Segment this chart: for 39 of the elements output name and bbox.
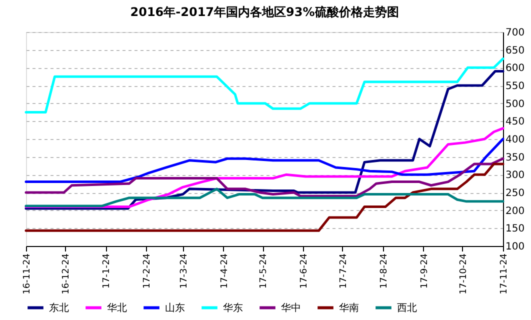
x-tick-label: 17-8-24 bbox=[379, 253, 390, 289]
y-tick-label: 650 bbox=[506, 45, 525, 56]
line-series bbox=[24, 188, 504, 208]
line-series bbox=[24, 162, 504, 232]
x-tick-label: 16-11-24 bbox=[22, 253, 32, 294]
x-tick-label: 17-3-24 bbox=[179, 253, 190, 289]
y-tick-label: 200 bbox=[506, 206, 525, 217]
x-tick-label: 17-10-24 bbox=[458, 253, 469, 294]
y-tick-label: 400 bbox=[506, 134, 525, 146]
x-tick-label: 17-4-24 bbox=[220, 253, 230, 289]
legend-label: 华北 bbox=[107, 302, 127, 314]
x-tick-label: 16-12-24 bbox=[62, 253, 72, 294]
chart-title: 2016年-2017年国内各地区93%硫酸价格走势图 bbox=[130, 5, 399, 19]
x-tick-label: 17-9-24 bbox=[420, 253, 430, 289]
line-series bbox=[24, 58, 504, 114]
y-tick-label: 450 bbox=[506, 116, 525, 128]
y-tick-label: 150 bbox=[506, 224, 525, 235]
legend-label: 山东 bbox=[165, 302, 185, 314]
legend-label: 华中 bbox=[281, 302, 301, 314]
y-tick-label: 700 bbox=[506, 28, 525, 38]
y-tick-label: 350 bbox=[506, 152, 525, 164]
x-tick-label: 17-1-24 bbox=[102, 253, 112, 289]
x-tick-label: 17-5-24 bbox=[259, 253, 270, 289]
y-tick-label: 100 bbox=[506, 242, 525, 252]
y-tick-label: 300 bbox=[506, 170, 525, 182]
legend-label: 华南 bbox=[339, 302, 359, 314]
y-tick-label: 550 bbox=[506, 81, 525, 92]
y-tick-label: 600 bbox=[506, 63, 525, 74]
legend-label: 东北 bbox=[49, 302, 69, 314]
legend-label: 华东 bbox=[223, 302, 243, 314]
y-tick-label: 500 bbox=[506, 98, 525, 110]
legend-label: 西北 bbox=[397, 302, 417, 314]
line-series bbox=[24, 138, 504, 184]
x-tick-label: 17-7-24 bbox=[338, 253, 349, 289]
x-tick-label: 17-6-24 bbox=[300, 253, 310, 289]
line-series bbox=[24, 157, 504, 198]
x-tick-label: 17-2-24 bbox=[142, 253, 153, 289]
x-tick-label: 17-11-24 bbox=[500, 253, 510, 294]
y-tick-label: 250 bbox=[506, 188, 525, 199]
